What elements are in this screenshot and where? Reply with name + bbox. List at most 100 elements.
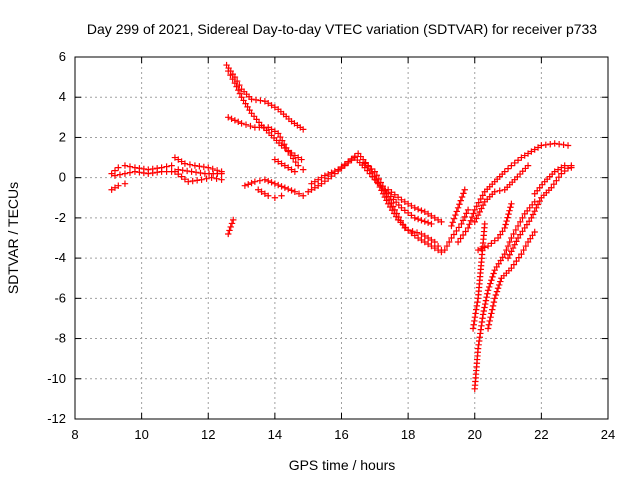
data-point (484, 325, 492, 332)
data-point (504, 254, 512, 262)
data-point (418, 217, 425, 224)
data-point (388, 189, 395, 196)
data-point (462, 228, 469, 235)
data-point (255, 186, 262, 193)
data-point (111, 172, 119, 179)
data-point (520, 246, 527, 254)
data-point (115, 182, 122, 189)
data-point (386, 196, 394, 203)
data-point (489, 306, 496, 313)
data-point (471, 218, 478, 226)
y-tick-label: 6 (59, 49, 66, 64)
data-point (431, 244, 438, 252)
data-point (208, 174, 215, 181)
data-point (304, 188, 312, 195)
data-point (479, 192, 486, 199)
data-point (495, 260, 502, 267)
data-point (291, 168, 299, 175)
data-point (512, 226, 520, 234)
data-point (265, 124, 272, 131)
x-tick-label: 22 (534, 427, 548, 442)
data-point (504, 165, 512, 172)
data-point (242, 121, 250, 128)
data-point (438, 218, 445, 226)
data-point (467, 217, 474, 224)
data-point (458, 193, 466, 201)
data-point (478, 205, 485, 212)
data-point (481, 244, 488, 251)
data-point (384, 186, 392, 193)
data-point (522, 242, 530, 250)
data-point (231, 117, 239, 124)
data-point (564, 165, 572, 172)
data-point (238, 94, 245, 101)
data-point (235, 118, 242, 126)
data-point (408, 202, 415, 210)
data-point (558, 164, 565, 171)
data-point (424, 240, 432, 248)
data-point (489, 302, 497, 310)
data-point (505, 210, 512, 218)
data-point (568, 164, 575, 171)
data-point (271, 180, 279, 187)
data-point (401, 224, 408, 232)
data-point (295, 190, 303, 197)
x-tick-label: 8 (71, 427, 78, 442)
data-point (314, 182, 322, 189)
data-point (395, 213, 402, 221)
y-tick-label: -4 (54, 250, 66, 265)
data-point (478, 245, 485, 252)
data-point (218, 170, 225, 177)
data-point (126, 163, 134, 170)
data-point (488, 277, 495, 284)
data-point (564, 142, 572, 149)
data-point (529, 211, 537, 218)
data-point (525, 218, 533, 225)
data-point (391, 191, 398, 198)
x-tick-label: 24 (601, 427, 615, 442)
data-point (491, 237, 498, 244)
data-point (534, 144, 542, 151)
data-point (457, 235, 464, 242)
data-point (285, 148, 292, 155)
y-tick-label: -6 (54, 290, 66, 305)
data-point (247, 122, 254, 130)
data-point (175, 166, 182, 173)
data-point (485, 321, 493, 328)
data-point (486, 317, 493, 325)
data-point (121, 162, 129, 169)
data-point (389, 203, 397, 210)
data-point (448, 234, 455, 242)
data-point (251, 178, 259, 185)
data-point (493, 288, 501, 295)
data-point (126, 169, 134, 176)
data-point (487, 280, 494, 287)
data-point (344, 158, 352, 165)
data-point (265, 177, 272, 185)
data-point (434, 246, 442, 254)
data-point (299, 126, 307, 133)
data-point (455, 224, 463, 231)
data-point (334, 166, 342, 173)
data-point (497, 278, 504, 285)
data-point (484, 290, 491, 297)
data-point (492, 291, 500, 299)
data-point (225, 230, 232, 238)
data-point (197, 169, 204, 177)
data-point (518, 154, 525, 161)
data-point (528, 148, 535, 155)
data-point (181, 160, 189, 167)
data-point (285, 185, 292, 193)
data-point (494, 285, 502, 292)
data-point (450, 231, 458, 238)
data-point (472, 310, 479, 317)
data-point (311, 178, 319, 185)
data-point (479, 201, 487, 209)
data-point (308, 180, 315, 187)
data-point (458, 220, 465, 228)
data-point (536, 197, 543, 205)
data-point (502, 221, 509, 228)
x-axis-label: GPS time / hours (289, 457, 396, 473)
data-point (225, 67, 232, 75)
data-point (480, 307, 487, 315)
